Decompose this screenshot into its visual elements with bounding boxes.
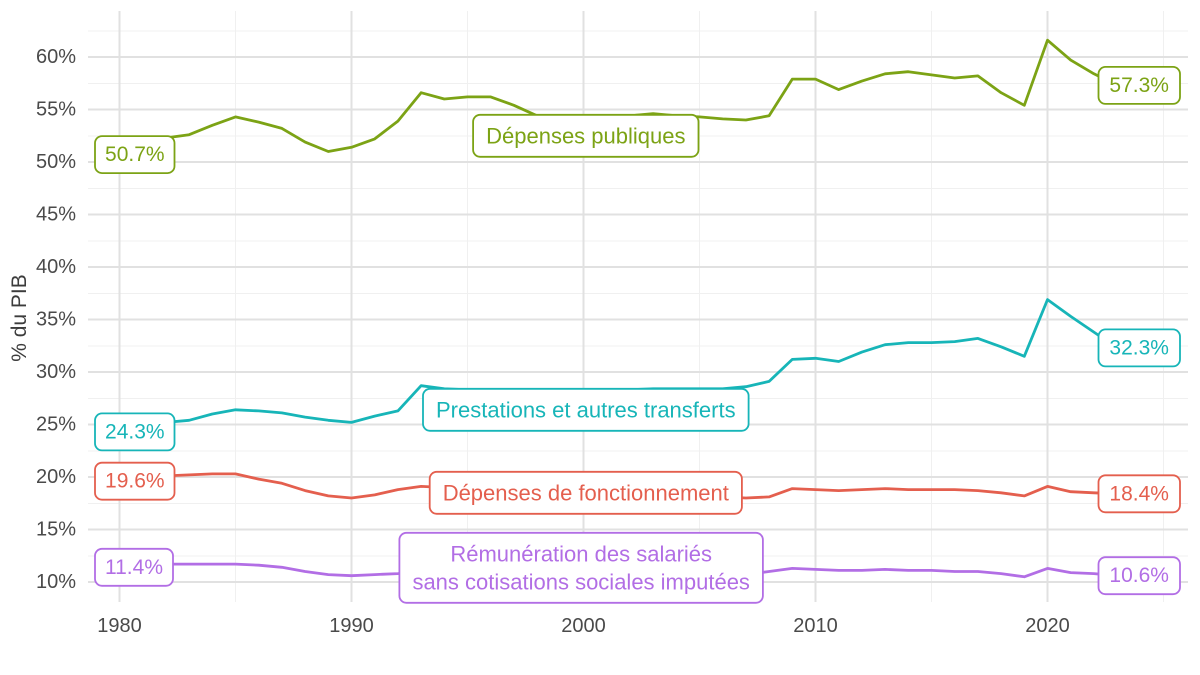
end-label-fonctionnement-text: 18.4% xyxy=(1109,482,1169,505)
end-label-prestations-text: 32.3% xyxy=(1109,336,1169,359)
name-label-depenses-publiques: Dépenses publiques xyxy=(472,113,700,158)
start-label-depenses-publiques-frame xyxy=(94,135,176,175)
y-tick-label: 40% xyxy=(36,256,76,278)
start-label-prestations-frame xyxy=(94,412,176,452)
name-label-depenses-publiques-text: Dépenses publiques xyxy=(486,123,685,148)
name-label-fonctionnement: Dépenses de fonctionnement xyxy=(428,470,743,515)
y-tick-label: 10% xyxy=(36,571,76,593)
axis-tick-labels: 10% 15% 20% 25% 30% 35% 40% 45% 50% 55% 60% 1980 199… xyxy=(36,46,1070,637)
y-tick-label: 35% xyxy=(36,309,76,331)
x-tick-label: 2020 xyxy=(1025,615,1070,637)
y-tick-label: 30% xyxy=(36,361,76,383)
start-label-remuneration-frame xyxy=(94,547,174,587)
end-label-depenses-publiques-frame xyxy=(1097,66,1181,105)
y-tick-label: 15% xyxy=(36,519,76,541)
end-label-prestations: 32.3% xyxy=(1097,328,1181,368)
start-label-fonctionnement: 19.6% xyxy=(94,461,176,501)
name-label-depenses-publiques-frame xyxy=(472,113,700,158)
start-label-remuneration-text: 11.4% xyxy=(105,556,163,579)
start-label-prestations-text: 24.3% xyxy=(105,420,165,443)
y-tick-label: 55% xyxy=(36,99,76,121)
name-label-prestations-text: Prestations et autres transferts xyxy=(436,397,736,422)
y-tick-label: 60% xyxy=(36,46,76,68)
end-label-depenses-publiques: 57.3% xyxy=(1097,66,1181,105)
end-label-prestations-frame xyxy=(1097,328,1181,368)
x-tick-label: 1980 xyxy=(97,615,142,637)
end-label-fonctionnement-frame xyxy=(1097,474,1181,514)
name-label-fonctionnement-text: Dépenses de fonctionnement xyxy=(443,480,729,505)
name-label-fonctionnement-frame xyxy=(428,470,743,515)
name-label-remuneration: Rémunération des salariés sans cotisation… xyxy=(398,531,764,604)
name-label-remuneration-frame xyxy=(398,531,764,604)
end-label-remuneration-frame xyxy=(1097,556,1181,596)
name-label-prestations: Prestations et autres transferts xyxy=(422,387,750,432)
y-axis-title: % du PIB xyxy=(8,274,31,362)
end-label-fonctionnement: 18.4% xyxy=(1097,474,1181,514)
x-tick-label: 1990 xyxy=(329,615,374,637)
x-tick-label: 2000 xyxy=(561,615,606,637)
y-tick-label: 20% xyxy=(36,466,76,488)
start-label-depenses-publiques-text: 50.7% xyxy=(105,143,165,166)
end-label-depenses-publiques-text: 57.3% xyxy=(1109,74,1169,97)
start-label-prestations: 24.3% xyxy=(94,412,176,452)
name-label-prestations-frame xyxy=(422,387,750,432)
start-label-remuneration: 11.4% xyxy=(94,547,174,587)
x-tick-label: 2010 xyxy=(793,615,838,637)
series-labels: 50.7% Dépenses publiques 57.3% 24.3% Prestat… xyxy=(94,66,1181,604)
start-label-depenses-publiques: 50.7% xyxy=(94,135,176,175)
y-tick-label: 50% xyxy=(36,151,76,173)
y-tick-label: 25% xyxy=(36,414,76,436)
y-tick-label: 45% xyxy=(36,204,76,226)
start-label-fonctionnement-frame xyxy=(94,461,176,501)
end-label-remuneration-text: 10.6% xyxy=(1109,564,1169,587)
name-label-remuneration-text: Rémunération des salariés xyxy=(450,541,712,566)
start-label-fonctionnement-text: 19.6% xyxy=(105,470,165,493)
name-label-remuneration-text: sans cotisations sociales imputées xyxy=(412,569,750,594)
end-label-remuneration: 10.6% xyxy=(1097,556,1181,596)
